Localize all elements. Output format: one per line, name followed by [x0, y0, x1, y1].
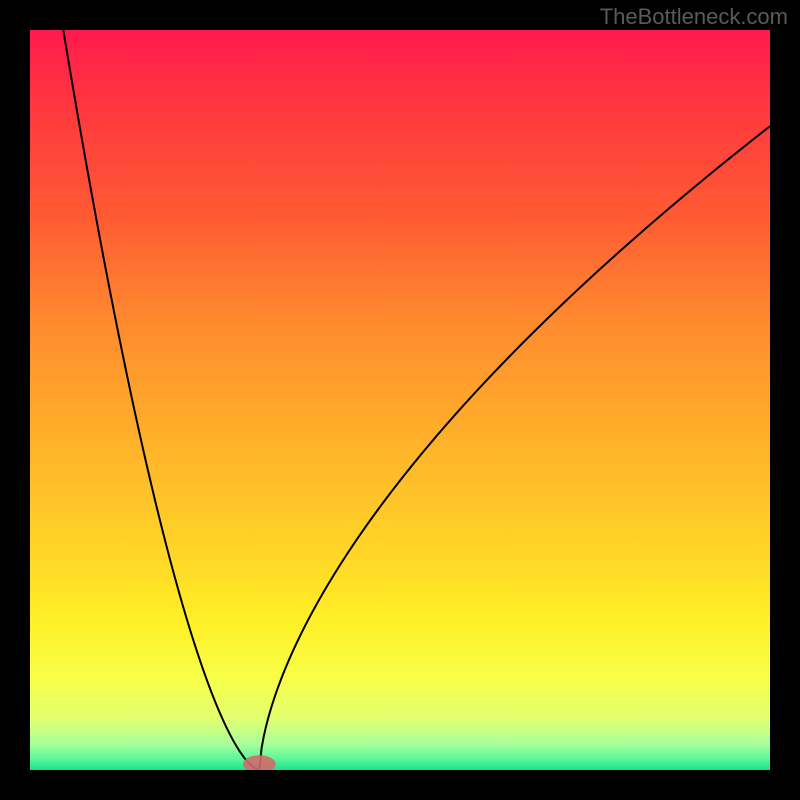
watermark-text: TheBottleneck.com	[600, 4, 788, 30]
gradient-background	[30, 30, 770, 770]
chart-container: TheBottleneck.com	[0, 0, 800, 800]
chart-svg	[30, 30, 770, 770]
plot-area	[30, 30, 770, 770]
